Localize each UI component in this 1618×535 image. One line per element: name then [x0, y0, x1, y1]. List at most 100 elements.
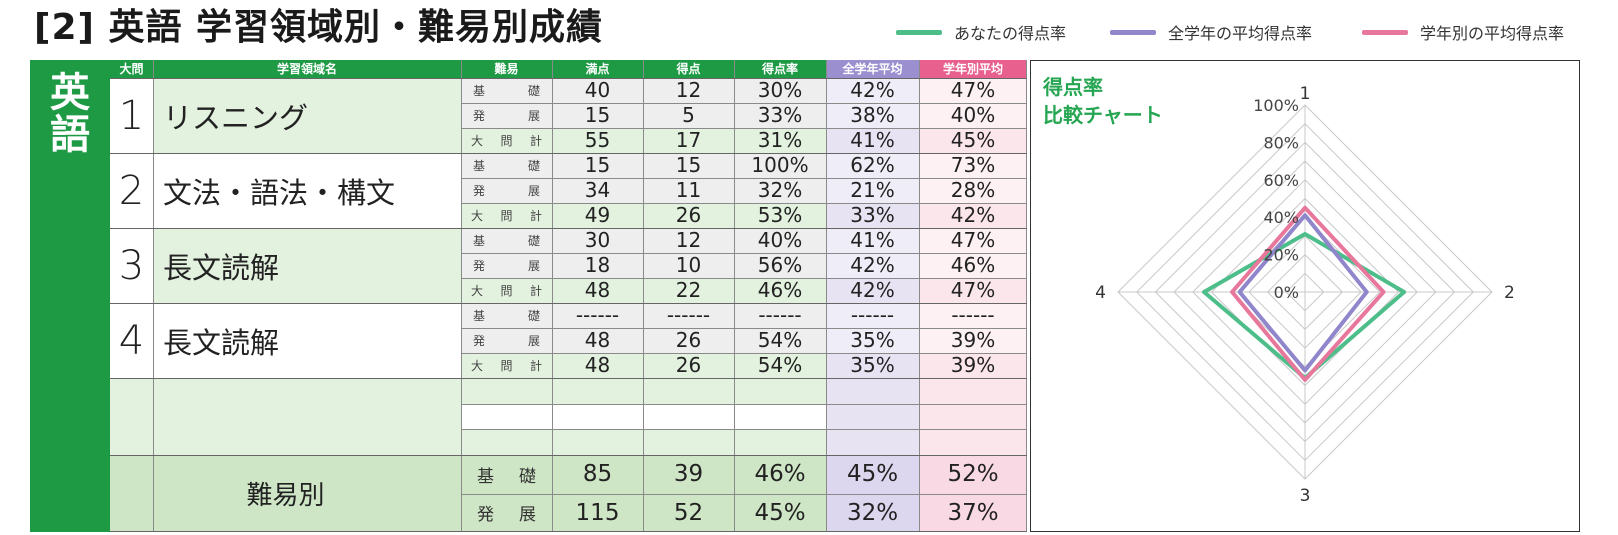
grid-line [110, 153, 1027, 154]
grid-line [110, 455, 1027, 456]
cell-full: ------ [552, 303, 643, 328]
grid-line [461, 403, 1027, 405]
cell-score: 26 [643, 328, 734, 353]
cell-score: 11 [643, 178, 734, 203]
area-name: 長文読解 [153, 228, 461, 303]
empty-cell [461, 378, 552, 404]
difficulty-char: 展 [527, 109, 540, 123]
area-name: 文法・語法・構文 [153, 153, 461, 228]
grid-line [110, 78, 1027, 79]
radar-series-2 [1230, 205, 1386, 382]
cell-full: 55 [552, 128, 643, 153]
difficulty-char: 計 [529, 209, 542, 223]
empty-cell [919, 378, 1027, 404]
summary-difficulty-label: 発展 [461, 493, 552, 532]
cell-full: 30 [552, 228, 643, 253]
summary-difficulty-label: 基礎 [461, 455, 552, 494]
chart-title-line-2: 比較チャート [1043, 103, 1163, 127]
header-score: 得点 [643, 60, 734, 78]
summary-cell-rate: 46% [734, 455, 826, 494]
cell-rate: ------ [734, 303, 826, 328]
grid-line [643, 60, 644, 532]
empty-cell [734, 429, 826, 455]
difficulty-label: 大問計 [461, 203, 552, 228]
empty-cell [826, 403, 919, 430]
legend-label-grade-avg: 学年別の平均得点率 [1420, 24, 1565, 43]
difficulty-label: 発展 [461, 253, 552, 278]
summary-label: 難易別 [110, 455, 461, 532]
difficulty-char: 発 [473, 184, 486, 198]
cell-grade: 47% [919, 278, 1027, 303]
area-name: リスニング [153, 78, 461, 153]
legend-item-all-avg: 全学年の平均得点率 [1110, 20, 1312, 44]
cell-rate: 100% [734, 153, 826, 178]
cell-grade: 39% [919, 328, 1027, 353]
cell-full: 18 [552, 253, 643, 278]
difficulty-char: 展 [527, 259, 540, 273]
score-table: 大問 学習領域名 難易 満点 得点 得点率 全学年平均 学年別平均 1 リスニング基礎 40 12 30… [110, 60, 1027, 532]
summary-cell-rate: 45% [734, 493, 826, 532]
subject-band: 英語 [30, 60, 110, 532]
difficulty-char: 問 [500, 359, 513, 373]
empty-cell [552, 378, 643, 404]
radar-series-1 [1237, 213, 1369, 373]
summary-cell-score: 52 [643, 493, 734, 532]
difficulty-char: 問 [500, 284, 513, 298]
difficulty-char: 礎 [527, 159, 540, 173]
empty-cell [826, 429, 919, 455]
chart-legend: あなたの得点率 全学年の平均得点率 学年別の平均得点率 [896, 20, 1611, 44]
grid-line [110, 303, 1027, 304]
grid-line [461, 353, 1027, 354]
legend-item-grade-avg: 学年別の平均得点率 [1362, 20, 1564, 44]
cell-all: 35% [826, 353, 919, 378]
difficulty-label: 基礎 [461, 303, 552, 328]
cell-rate: 46% [734, 278, 826, 303]
difficulty-char: 計 [529, 134, 542, 148]
cell-rate: 31% [734, 128, 826, 153]
cell-score: 15 [643, 153, 734, 178]
area-name: 長文読解 [153, 303, 461, 378]
radar-axis-label: 1 [1300, 84, 1311, 104]
difficulty-char: 礎 [527, 84, 540, 98]
difficulty-label: 発展 [461, 178, 552, 203]
difficulty-char: 基 [473, 309, 486, 323]
legend-swatch-you [896, 29, 942, 35]
difficulty-char: 発 [473, 109, 486, 123]
grid-line [461, 278, 1027, 279]
grid-line [552, 60, 553, 532]
difficulty-label: 基礎 [461, 153, 552, 178]
summary-cell-full: 115 [552, 493, 643, 532]
cell-grade: 47% [919, 228, 1027, 253]
cell-all: 41% [826, 128, 919, 153]
grid-line [734, 60, 735, 532]
cell-score: 10 [643, 253, 734, 278]
header-grade-avg: 学年別平均 [919, 60, 1027, 78]
grid-line [110, 378, 1027, 379]
empty-cell [461, 429, 552, 455]
subject-label: 英語 [50, 70, 90, 158]
cell-score: 17 [643, 128, 734, 153]
daimon-number: 4 [110, 303, 153, 378]
empty-cell [826, 378, 919, 404]
summary-cell-grade: 37% [919, 493, 1027, 532]
grid-line [110, 531, 1027, 532]
empty-cell [643, 429, 734, 455]
cell-grade: 28% [919, 178, 1027, 203]
chart-title: 得点率 比較チャート [1043, 73, 1163, 129]
cell-grade: ------ [919, 303, 1027, 328]
radar-axis-label: 4 [1095, 283, 1106, 303]
cell-grade: 73% [919, 153, 1027, 178]
empty-cell [461, 403, 552, 430]
cell-full: 48 [552, 328, 643, 353]
cell-full: 15 [552, 153, 643, 178]
difficulty-char: 計 [529, 284, 542, 298]
grid-line [461, 203, 1027, 204]
page-title: [2] 英語 学習領域別・難易別成績 [34, 7, 604, 48]
cell-rate: 40% [734, 228, 826, 253]
cell-rate: 32% [734, 178, 826, 203]
radar-tick-label: 80% [1263, 133, 1299, 152]
cell-grade: 46% [919, 253, 1027, 278]
grid-line [461, 328, 1027, 329]
grid-line [461, 429, 1027, 431]
cell-full: 48 [552, 278, 643, 303]
